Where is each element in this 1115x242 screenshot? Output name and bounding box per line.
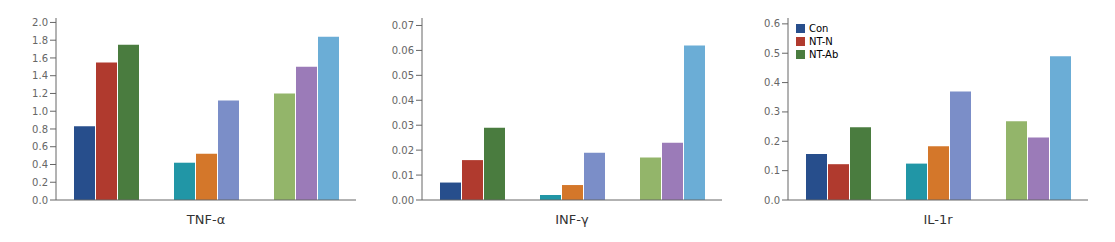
svg-text:1.4: 1.4 — [32, 70, 48, 81]
svg-text:0.8: 0.8 — [32, 124, 48, 135]
svg-text:0.01: 0.01 — [392, 170, 414, 181]
svg-text:1.6: 1.6 — [32, 53, 48, 64]
svg-text:1.2: 1.2 — [32, 88, 48, 99]
svg-text:0.04: 0.04 — [392, 95, 414, 106]
svg-text:IL-1r: IL-1r — [923, 212, 953, 227]
svg-text:1.8: 1.8 — [32, 35, 48, 46]
svg-text:0.0: 0.0 — [764, 195, 780, 206]
svg-text:0.2: 0.2 — [764, 136, 780, 147]
svg-text:0.3: 0.3 — [764, 106, 780, 117]
svg-text:2.0: 2.0 — [32, 17, 48, 28]
html-text:NT-Ab: NT-Ab — [809, 49, 839, 60]
svg-text:0.07: 0.07 — [392, 20, 414, 31]
svg-text:0.2: 0.2 — [32, 177, 48, 188]
svg-text:0.5: 0.5 — [764, 48, 780, 59]
svg-text:INF-γ: INF-γ — [555, 212, 589, 227]
svg-text:0.05: 0.05 — [392, 70, 414, 81]
svg-text:0.6: 0.6 — [32, 141, 48, 152]
html-text:Con: Con — [809, 23, 829, 34]
svg-text:0.02: 0.02 — [392, 145, 414, 156]
svg-text:0.06: 0.06 — [392, 45, 414, 56]
svg-text:0.4: 0.4 — [764, 77, 780, 88]
svg-text:0.6: 0.6 — [764, 18, 780, 29]
svg-text:0.4: 0.4 — [32, 159, 48, 170]
svg-text:0.03: 0.03 — [392, 120, 414, 131]
svg-text:TNF-α: TNF-α — [186, 212, 225, 227]
svg-text:0.0: 0.0 — [32, 195, 48, 206]
html-text:NT-N: NT-N — [809, 36, 833, 47]
svg-text:0.1: 0.1 — [764, 165, 780, 176]
svg-text:1.0: 1.0 — [32, 106, 48, 117]
svg-text:0.00: 0.00 — [392, 195, 414, 206]
